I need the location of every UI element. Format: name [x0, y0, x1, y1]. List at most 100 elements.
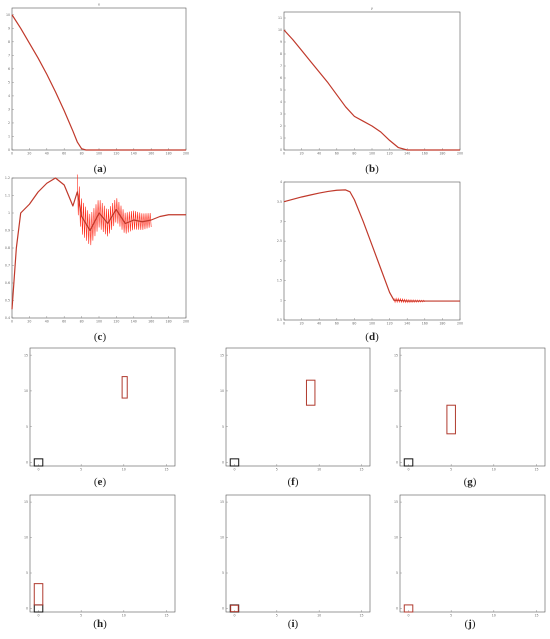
panel-g: 0 5 10 15 0 5 10 15 (g): [394, 347, 546, 488]
y-tick-label: 15: [24, 353, 28, 357]
region-rect-1: [230, 604, 239, 613]
y-tick-label: 9: [8, 26, 10, 30]
y-tick-label: 0: [26, 461, 28, 465]
x-tick-label: 200: [457, 152, 463, 156]
x-tick-label: 15: [534, 614, 538, 618]
x-tick-label: 180: [439, 152, 445, 156]
y-tick-label: 10: [278, 28, 282, 32]
panel-f: 0 5 10 15 0 5 10 15 (f): [220, 347, 371, 488]
series-line-0: [283, 29, 460, 151]
x-tick-label: 0: [38, 468, 40, 472]
panel-caption-letter: g: [467, 476, 473, 488]
panel-caption: (i): [288, 618, 299, 630]
x-tick-label: 80: [352, 152, 356, 156]
x-tick-label: 0: [233, 468, 235, 472]
panel-caption: (f): [287, 476, 298, 488]
y-tick-label: 5: [222, 425, 224, 429]
y-tick-label: 0.5: [5, 299, 10, 303]
x-tick-label: 5: [276, 614, 278, 618]
y-tick-label: 0.6: [5, 281, 10, 285]
y-tick-label: 0: [8, 148, 10, 152]
y-tick-label: 1: [280, 298, 282, 302]
region-rect-1: [121, 376, 128, 399]
x-tick-label: 10: [492, 468, 496, 472]
plot-frame: [399, 347, 546, 467]
region-rect-0: [403, 604, 414, 613]
plot-frame: [225, 347, 371, 467]
region-rect-0: [229, 458, 240, 467]
y-tick-label: 15: [394, 353, 398, 357]
x-tick-label: 60: [62, 320, 66, 324]
y-tick-label: 0.7: [5, 264, 10, 268]
x-tick-label: 160: [422, 152, 428, 156]
y-tick-label: 6: [8, 67, 10, 71]
panel-caption: (d): [365, 331, 379, 343]
x-tick-label: 5: [450, 468, 452, 472]
y-tick-label: 1.5: [277, 279, 282, 283]
plot-frame: [283, 181, 461, 321]
panel-caption-letter: b: [369, 163, 375, 175]
panel-caption-letter: e: [98, 476, 103, 488]
panel-caption: (e): [94, 476, 107, 488]
x-tick-label: 80: [80, 320, 84, 324]
x-tick-label: 120: [387, 322, 393, 326]
region-rect-1: [305, 379, 316, 406]
plot-frame: [399, 494, 546, 613]
y-tick-label: 8: [280, 52, 282, 56]
panel-caption-letter: j: [467, 618, 472, 630]
x-tick-label: 120: [113, 320, 119, 324]
x-tick-label: 140: [131, 152, 137, 156]
x-tick-label: 200: [183, 152, 189, 156]
x-tick-label: 140: [131, 320, 137, 324]
panel-j: 0 5 10 15 0 5 10 15 (j): [394, 494, 546, 630]
x-tick-label: 180: [439, 322, 445, 326]
panel-a: x 0 20 40 60 80 100 120 140 160 180 200 0 1 2 3 4 5 6 7 8 9 10…: [6, 3, 189, 176]
y-tick-label: 0: [26, 607, 28, 611]
y-tick-label: 1: [8, 211, 10, 215]
x-tick-label: 200: [457, 322, 463, 326]
y-tick-label: 11: [278, 16, 282, 20]
y-tick-label: 1.2: [5, 176, 10, 180]
x-tick-label: 15: [359, 614, 363, 618]
panel-c: 0 20 40 60 80 100 120 140 160 180 200 0.4 0.5 0.6 0.7 0…: [5, 174, 189, 343]
panel-caption: (c): [94, 331, 107, 343]
panel-caption-letter: h: [97, 618, 103, 630]
x-tick-label: 180: [166, 152, 172, 156]
x-tick-label: 5: [80, 468, 82, 472]
y-tick-label: 5: [26, 425, 28, 429]
x-tick-label: 160: [422, 322, 428, 326]
x-tick-label: 140: [404, 322, 410, 326]
panel-caption: (j): [464, 618, 475, 630]
y-tick-label: 10: [24, 389, 28, 393]
panel-caption-letter: i: [291, 618, 294, 630]
y-tick-label: 0: [396, 461, 398, 465]
y-tick-label: 8: [8, 40, 10, 44]
x-tick-label: 20: [27, 320, 31, 324]
panel-caption: (h): [93, 618, 107, 630]
region-rect-0: [403, 458, 414, 467]
panel-i: 0 5 10 15 0 5 10 15 (i): [220, 494, 371, 630]
series-line-0: [11, 177, 186, 310]
x-tick-label: 60: [335, 322, 339, 326]
y-tick-label: 5: [396, 571, 398, 575]
y-tick-label: 9: [280, 40, 282, 44]
y-tick-label: 10: [220, 536, 224, 540]
region-rect-1: [446, 404, 456, 435]
y-tick-label: 0.5: [277, 318, 282, 322]
panel-caption-letter: d: [369, 331, 375, 343]
y-tick-label: 0.8: [5, 246, 10, 250]
panel-h: 0 5 10 15 0 5 10 15 (h): [24, 494, 176, 630]
plot-frame: [225, 494, 371, 613]
x-tick-label: 0: [11, 152, 13, 156]
panel-caption: (g): [464, 476, 477, 488]
region-rect-0: [33, 458, 44, 467]
x-tick-label: 100: [369, 322, 375, 326]
y-tick-label: 0.4: [5, 316, 10, 320]
x-tick-label: 10: [317, 614, 321, 618]
panel-caption: (b): [365, 163, 379, 175]
panel-caption-letter: f: [291, 476, 295, 488]
y-tick-label: 0.9: [5, 229, 10, 233]
plot-frame: [283, 11, 461, 151]
x-tick-label: 10: [122, 614, 126, 618]
